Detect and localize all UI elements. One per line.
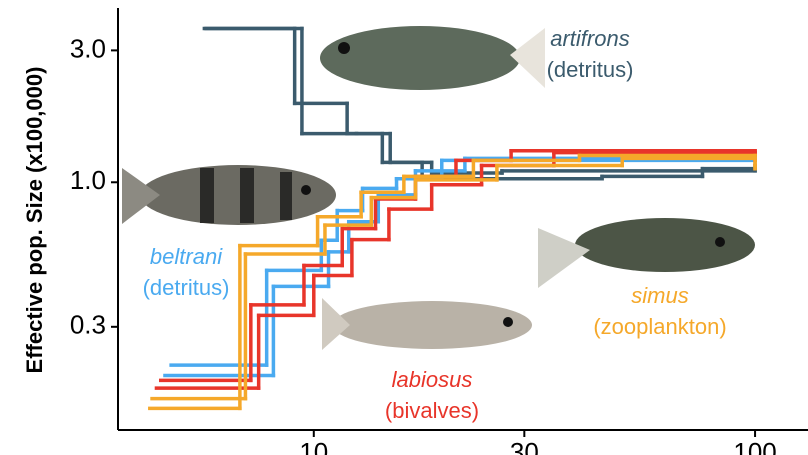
annotation-name: beltrani (150, 244, 223, 269)
annotation-diet: (detritus) (547, 57, 634, 82)
fish-artifrons (320, 26, 545, 90)
annotation-diet: (zooplankton) (593, 314, 726, 339)
step-series (150, 156, 757, 401)
y-tick-label: 1.0 (70, 165, 106, 195)
annotation-name: simus (631, 283, 688, 308)
fish-simus (538, 218, 755, 288)
y-tick-label: 0.3 (70, 310, 106, 340)
y-axis-label: Effective pop. Size (x100,000) (22, 67, 47, 374)
x-tick-label: 30 (510, 437, 539, 455)
step-series (148, 153, 757, 411)
fish-beltrani (122, 165, 336, 225)
annotation-name: labiosus (392, 367, 473, 392)
x-tick-label: 10 (299, 437, 328, 455)
y-tick-label: 3.0 (70, 33, 106, 63)
x-tick-label: 100 (733, 437, 776, 455)
annotation-diet: (bivalves) (385, 398, 479, 423)
annotation-diet: (detritus) (143, 275, 230, 300)
fish-labiosus (322, 298, 532, 350)
annotation-name: artifrons (550, 26, 629, 51)
